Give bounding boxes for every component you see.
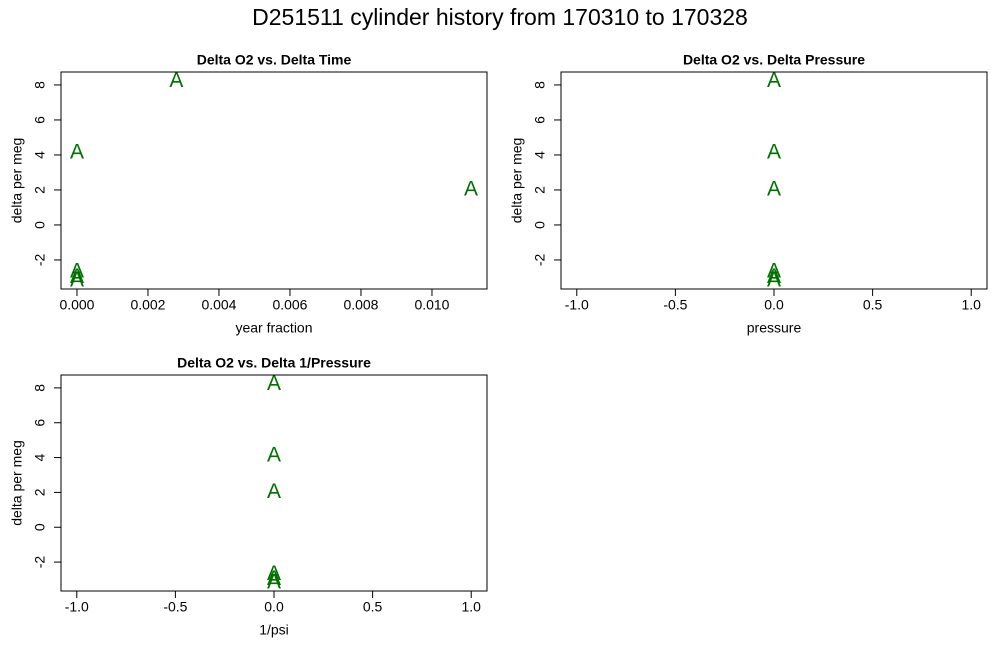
y-tick-label: -2 <box>32 556 48 569</box>
y-tick-label: 4 <box>32 453 48 461</box>
marker: A <box>267 443 281 466</box>
y-tick-label: 8 <box>32 81 48 89</box>
y-axis-label: delta per meg <box>9 440 25 526</box>
y-axis-label: delta per meg <box>509 138 525 224</box>
y-axis-label: delta per meg <box>9 138 25 224</box>
marker: A <box>767 268 781 291</box>
marker: A <box>267 567 281 590</box>
marker: A <box>767 265 781 288</box>
panel-title: Delta O2 vs. Delta Time <box>197 52 352 68</box>
x-tick-label: 0.010 <box>414 297 449 313</box>
y-tick-label: 2 <box>32 488 48 496</box>
y-tick-label: 6 <box>32 419 48 427</box>
x-tick-label: 1.0 <box>961 297 981 313</box>
x-axis-label: year fraction <box>235 320 312 336</box>
x-tick-label: 0.0 <box>764 297 784 313</box>
marker: A <box>70 260 84 283</box>
x-tick-label: 0.008 <box>343 297 378 313</box>
marker: A <box>267 372 281 395</box>
y-tick-label: 2 <box>32 186 48 194</box>
y-tick-label: 4 <box>532 151 548 159</box>
marker: A <box>70 141 84 164</box>
x-tick-label: -0.5 <box>163 599 187 615</box>
y-tick-label: 8 <box>32 384 48 392</box>
y-tick-label: 0 <box>532 221 548 229</box>
panel-title: Delta O2 vs. Delta 1/Pressure <box>177 355 371 371</box>
panel-title: Delta O2 vs. Delta Pressure <box>683 52 865 68</box>
x-tick-label: -1.0 <box>65 599 89 615</box>
y-tick-label: -2 <box>32 254 48 267</box>
x-tick-label: 0.000 <box>59 297 94 313</box>
y-tick-label: 8 <box>532 81 548 89</box>
x-tick-label: 0.5 <box>863 297 883 313</box>
marker: A <box>767 177 781 200</box>
marker: A <box>767 260 781 283</box>
marker: A <box>70 265 84 288</box>
x-tick-label: 0.5 <box>363 599 383 615</box>
marker: A <box>267 480 281 503</box>
x-tick-label: 0.004 <box>201 297 236 313</box>
y-tick-label: 0 <box>32 221 48 229</box>
x-axis-label: pressure <box>747 320 802 336</box>
y-tick-label: 6 <box>532 116 548 124</box>
plot-frame <box>60 71 488 290</box>
y-tick-label: -2 <box>532 254 548 267</box>
x-tick-label: 0.006 <box>272 297 307 313</box>
x-tick-label: 0.0 <box>264 599 284 615</box>
marker: A <box>70 268 84 291</box>
marker: A <box>767 69 781 92</box>
y-tick-label: 0 <box>32 523 48 531</box>
page-title: D251511 cylinder history from 170310 to … <box>252 4 748 30</box>
marker: A <box>464 177 478 200</box>
y-tick-label: 2 <box>532 186 548 194</box>
x-axis-label: 1/psi <box>259 622 289 638</box>
x-tick-label: 1.0 <box>461 599 481 615</box>
y-tick-label: 6 <box>32 116 48 124</box>
x-tick-label: -1.0 <box>565 297 589 313</box>
y-tick-label: 4 <box>32 151 48 159</box>
marker: A <box>767 141 781 164</box>
marker: A <box>267 571 281 594</box>
marker: A <box>169 69 183 92</box>
x-tick-label: -0.5 <box>663 297 687 313</box>
marker: A <box>267 562 281 585</box>
x-tick-label: 0.002 <box>130 297 165 313</box>
